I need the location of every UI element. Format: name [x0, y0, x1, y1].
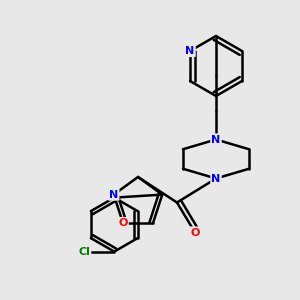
Text: O: O	[190, 227, 200, 238]
Text: Cl: Cl	[78, 247, 90, 256]
Text: N: N	[185, 46, 195, 56]
Text: N: N	[109, 190, 119, 200]
Text: N: N	[212, 173, 220, 184]
Text: N: N	[212, 134, 220, 145]
Text: O: O	[118, 218, 128, 228]
